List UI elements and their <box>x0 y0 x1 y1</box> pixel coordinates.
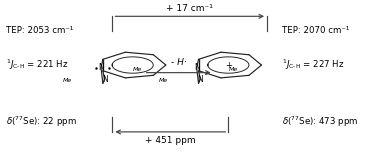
Text: TEP: 2070 cm⁻¹: TEP: 2070 cm⁻¹ <box>282 26 349 35</box>
Text: +: + <box>225 61 232 69</box>
Text: N: N <box>194 63 200 72</box>
Text: Me: Me <box>229 67 238 72</box>
Text: $^1J_{\rm C\text{-}H}$ = 221 Hz: $^1J_{\rm C\text{-}H}$ = 221 Hz <box>6 57 68 72</box>
Text: Me: Me <box>63 78 73 83</box>
Text: Me: Me <box>159 78 168 83</box>
Text: $\delta$($^{77}$Se): 22 ppm: $\delta$($^{77}$Se): 22 ppm <box>6 114 76 129</box>
Text: - H·: - H· <box>171 58 187 67</box>
Text: $^1J_{\rm C\text{-}H}$ = 227 Hz: $^1J_{\rm C\text{-}H}$ = 227 Hz <box>282 57 344 72</box>
Text: TEP: 2053 cm⁻¹: TEP: 2053 cm⁻¹ <box>6 26 73 35</box>
Text: + 17 cm⁻¹: + 17 cm⁻¹ <box>166 4 213 13</box>
Text: N: N <box>102 75 108 84</box>
Text: + 451 ppm: + 451 ppm <box>145 136 196 145</box>
Text: $\delta$($^{77}$Se): 473 ppm: $\delta$($^{77}$Se): 473 ppm <box>282 114 358 129</box>
Text: N: N <box>98 63 104 72</box>
Text: N: N <box>197 75 203 84</box>
Text: Me: Me <box>133 67 143 72</box>
